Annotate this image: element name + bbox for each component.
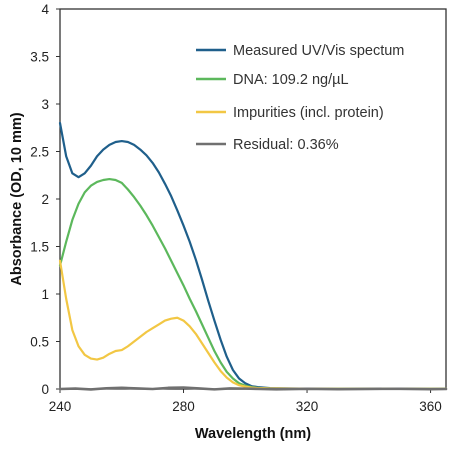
y-axis-title: Absorbance (OD, 10 mm) <box>9 112 25 285</box>
legend-label-measured: Measured UV/Vis spectum <box>233 43 404 59</box>
x-axis-ticks: 240 280 320 360 <box>49 389 442 414</box>
y-tick-label: 2.5 <box>30 145 49 160</box>
legend-label-dna: DNA: 109.2 ng/µL <box>233 72 349 88</box>
series-line-impurities <box>58 259 448 390</box>
y-tick-label: 3 <box>41 97 49 112</box>
series-line-measured <box>58 121 448 390</box>
series-lines <box>58 121 448 391</box>
y-axis-ticks: 0 0.5 1 1.5 2 2.5 3 3.5 4 <box>30 2 60 397</box>
x-axis-title: Wavelength (nm) <box>195 426 311 442</box>
x-tick-label: 320 <box>296 399 319 414</box>
y-tick-label: 1.5 <box>30 240 49 255</box>
y-tick-label: 1 <box>41 287 49 302</box>
x-tick-label: 360 <box>419 399 442 414</box>
plot-frame <box>59 8 447 390</box>
y-tick-label: 4 <box>41 2 49 17</box>
y-tick-label: 3.5 <box>30 50 49 65</box>
series-line-dna <box>58 177 448 390</box>
y-tick-label: 2 <box>41 192 49 207</box>
x-tick-label: 280 <box>172 399 195 414</box>
y-tick-label: 0 <box>41 382 49 397</box>
y-tick-label: 0.5 <box>30 335 49 350</box>
legend-label-residual: Residual: 0.36% <box>233 137 339 153</box>
legend: Measured UV/Vis spectum DNA: 109.2 ng/µL… <box>196 43 404 153</box>
legend-label-impurities: Impurities (incl. protein) <box>233 105 384 121</box>
x-tick-label: 240 <box>49 399 72 414</box>
series-line-residual <box>58 386 448 391</box>
